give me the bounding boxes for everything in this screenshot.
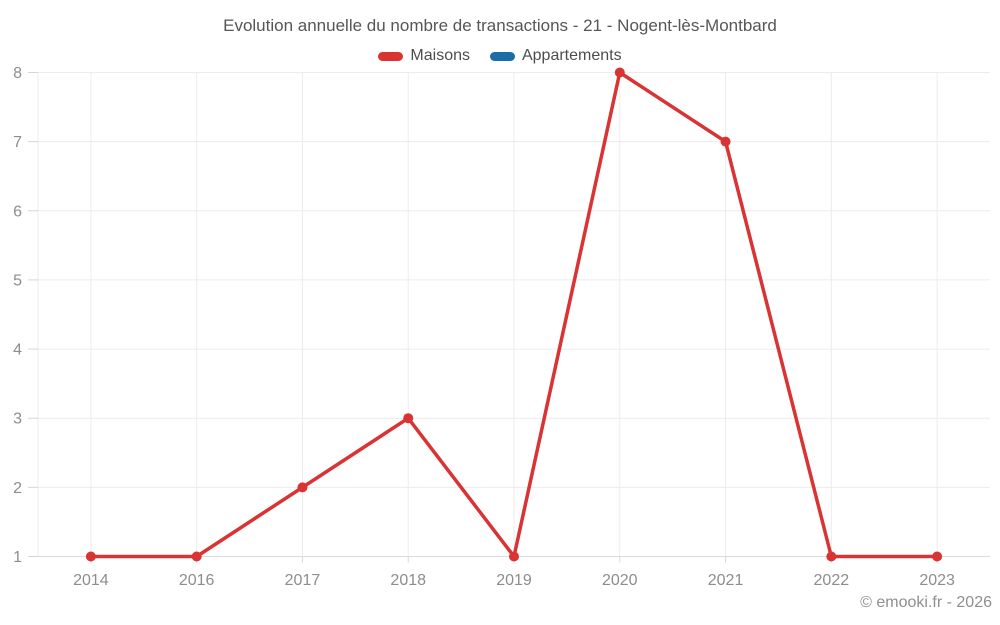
maisons-series-swatch-icon bbox=[378, 51, 404, 61]
copyright-text: © emooki.fr - 2026 bbox=[860, 594, 992, 611]
svg-text:2016: 2016 bbox=[179, 572, 215, 589]
svg-text:2022: 2022 bbox=[814, 572, 850, 589]
legend-label-maisons: Maisons bbox=[410, 47, 470, 64]
svg-text:3: 3 bbox=[13, 411, 22, 428]
legend-item-appartements[interactable]: Appartements bbox=[489, 46, 622, 66]
svg-text:2020: 2020 bbox=[602, 572, 638, 589]
svg-text:4: 4 bbox=[13, 342, 22, 359]
svg-text:2023: 2023 bbox=[919, 572, 955, 589]
chart-title: Evolution annuelle du nombre de transact… bbox=[223, 16, 777, 35]
svg-text:6: 6 bbox=[13, 203, 22, 220]
legend-label-appartements: Appartements bbox=[521, 47, 622, 64]
svg-text:2021: 2021 bbox=[708, 572, 744, 589]
appartements-series-swatch-icon bbox=[489, 51, 515, 61]
svg-text:5: 5 bbox=[13, 272, 22, 289]
legend: Maisons Appartements bbox=[0, 46, 1000, 66]
legend-item-maisons[interactable]: Maisons bbox=[378, 46, 470, 66]
svg-text:2019: 2019 bbox=[496, 572, 532, 589]
svg-text:7: 7 bbox=[13, 134, 22, 151]
svg-text:2018: 2018 bbox=[390, 572, 426, 589]
svg-text:2: 2 bbox=[13, 480, 22, 497]
svg-text:8: 8 bbox=[13, 65, 22, 82]
svg-text:1: 1 bbox=[13, 549, 22, 566]
svg-text:2017: 2017 bbox=[285, 572, 321, 589]
svg-text:2014: 2014 bbox=[73, 572, 109, 589]
